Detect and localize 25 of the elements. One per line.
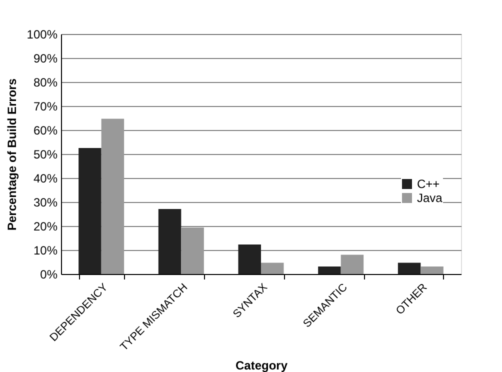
legend-label: C++ — [417, 177, 440, 191]
bar — [420, 266, 444, 274]
bar — [238, 244, 261, 274]
y-tick-label: 10% — [33, 244, 58, 258]
legend-label: Java — [417, 191, 443, 205]
y-tick-label: 90% — [33, 52, 58, 66]
y-tick-label: 70% — [33, 100, 58, 114]
y-tick-label: 40% — [33, 172, 58, 186]
y-tick-label: 0% — [40, 268, 58, 282]
y-tick-label: 100% — [26, 28, 58, 42]
bar — [398, 262, 421, 274]
y-tick-label: 60% — [33, 124, 58, 138]
bar — [78, 148, 102, 274]
bar — [101, 118, 124, 274]
bar — [181, 227, 204, 274]
y-tick-label: 20% — [33, 220, 58, 234]
y-tick-label: 50% — [33, 148, 58, 162]
y-tick-label: 30% — [33, 196, 58, 210]
bar — [340, 254, 364, 274]
bar — [158, 208, 182, 274]
y-axis-title: Percentage of Build Errors — [4, 78, 19, 231]
y-tick-label: 80% — [33, 76, 58, 90]
bar — [318, 266, 341, 274]
bar — [261, 262, 284, 274]
x-axis-title: Category — [235, 358, 288, 372]
